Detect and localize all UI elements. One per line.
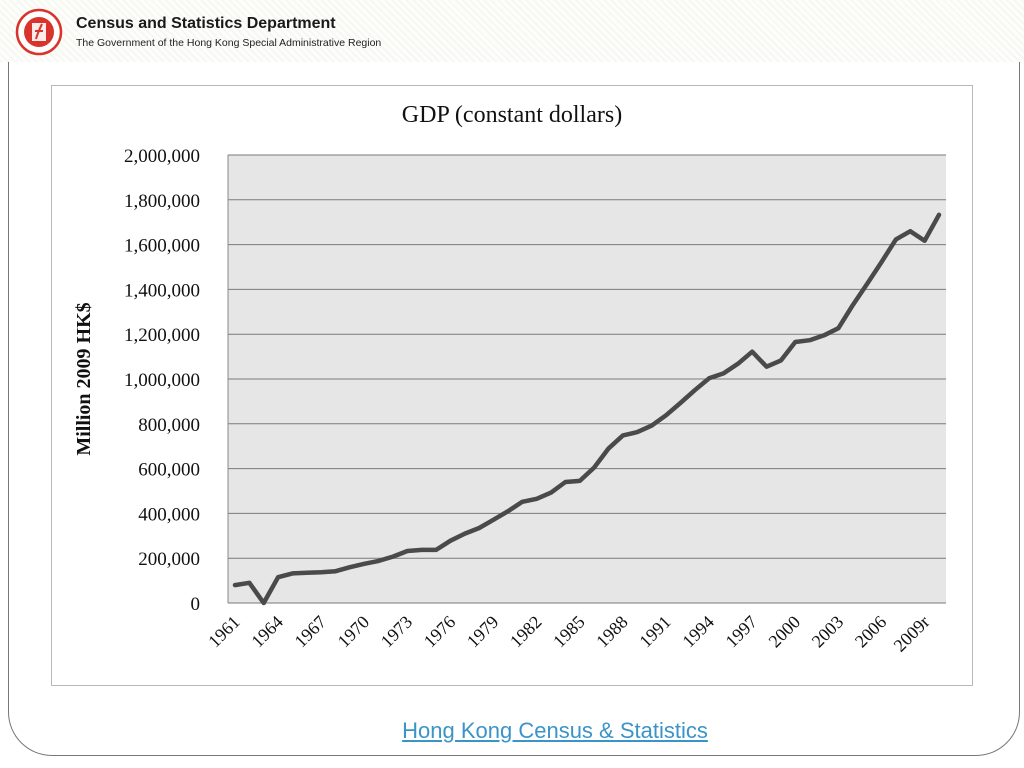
y-axis-label: Million 2009 HK$ <box>73 302 95 455</box>
y-tick-label: 1,800,000 <box>124 191 200 212</box>
x-tick-label: 1973 <box>377 612 417 652</box>
government-subtitle: The Government of the Hong Kong Special … <box>76 37 382 49</box>
y-tick-label: 0 <box>191 594 201 615</box>
x-tick-label: 1970 <box>334 612 374 652</box>
x-tick-label: 1961 <box>204 612 244 652</box>
x-tick-label: 2003 <box>808 612 848 652</box>
x-tick-label: 1994 <box>678 612 718 652</box>
chart-container: GDP (constant dollars) Million 2009 HK$ … <box>51 85 973 686</box>
header-bar: Census and Statistics Department The Gov… <box>0 0 1024 62</box>
chart-title: GDP (constant dollars) <box>402 102 622 128</box>
y-tick-label: 800,000 <box>138 415 200 436</box>
y-tick-label: 600,000 <box>138 460 200 481</box>
x-tick-label: 2009r <box>890 612 934 656</box>
y-tick-label: 400,000 <box>138 504 200 525</box>
census-department-logo <box>15 8 63 56</box>
y-tick-label: 1,200,000 <box>124 325 200 346</box>
x-tick-label: 1985 <box>549 612 589 652</box>
x-tick-label: 1964 <box>247 612 287 652</box>
x-tick-label: 2006 <box>851 612 891 652</box>
x-tick-label: 1982 <box>506 612 546 652</box>
x-tick-label: 1979 <box>463 612 503 652</box>
hong-kong-census-link[interactable]: Hong Kong Census & Statistics <box>402 718 708 743</box>
x-tick-label: 2000 <box>765 612 805 652</box>
x-tick-label: 1967 <box>290 612 330 652</box>
gdp-line-chart: GDP (constant dollars) Million 2009 HK$ … <box>73 102 946 656</box>
y-tick-label: 1,400,000 <box>124 280 200 301</box>
y-tick-label: 1,000,000 <box>124 370 200 391</box>
y-tick-label: 200,000 <box>138 549 200 570</box>
department-title: Census and Statistics Department <box>76 15 336 32</box>
y-tick-label: 1,600,000 <box>124 236 200 257</box>
slide-frame <box>8 62 1020 756</box>
x-tick-label: 1976 <box>420 612 460 652</box>
x-tick-label: 1988 <box>592 612 632 652</box>
gdp-series-line <box>232 212 942 606</box>
x-tick-label: 1997 <box>721 612 761 652</box>
x-tick-label: 1991 <box>635 612 675 652</box>
y-tick-label: 2,000,000 <box>124 146 200 167</box>
